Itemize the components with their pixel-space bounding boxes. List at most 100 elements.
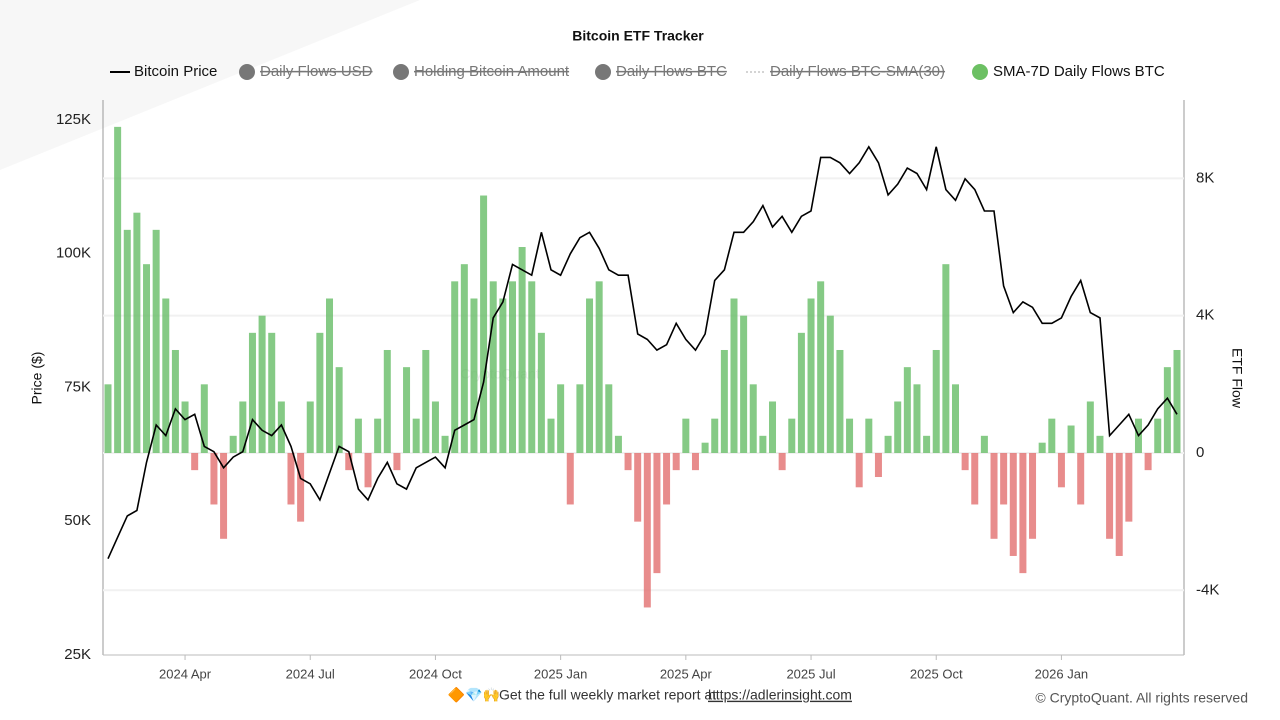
legend-label[interactable]: Daily Flows USD (260, 63, 373, 80)
flow-bar (451, 281, 459, 453)
flow-bar (932, 349, 940, 453)
flow-bar (1125, 452, 1133, 522)
flow-bar (797, 332, 805, 453)
flow-bar (663, 452, 671, 505)
y2-tick-label: 0 (1196, 444, 1204, 461)
flow-bar (1000, 452, 1008, 505)
flow-bar (720, 349, 728, 453)
chart-title: Bitcoin ETF Tracker (572, 28, 704, 44)
x-tick-label: 2025 Jan (534, 666, 588, 681)
flow-bar (316, 332, 324, 453)
flow-bar (672, 452, 680, 471)
flow-bar (268, 332, 276, 453)
flow-bar (961, 452, 969, 471)
flow-bar (740, 315, 748, 453)
flow-bar (335, 367, 343, 453)
flow-bar (229, 435, 237, 453)
flow-bar (114, 126, 122, 453)
legend-marker (595, 64, 611, 80)
flow-bar (297, 452, 305, 522)
y-tick-label: 50K (64, 512, 91, 529)
flow-bar (171, 349, 179, 453)
flow-bar (653, 452, 661, 574)
y-axis-label: Price ($) (29, 352, 45, 405)
flow-bar (749, 384, 757, 453)
footer-link[interactable]: https://adlerinsight.com (708, 687, 852, 703)
flow-bar (826, 315, 834, 453)
flow-bar (133, 212, 141, 453)
y2-tick-label: 8K (1196, 169, 1214, 186)
flow-bar (460, 264, 468, 453)
x-tick-label: 2025 Jul (786, 666, 835, 681)
y-tick-label: 75K (64, 378, 91, 395)
flow-bar (566, 452, 574, 505)
legend-marker (239, 64, 255, 80)
footer-text: Get the full weekly market report at (499, 687, 716, 703)
flow-bar (326, 298, 334, 453)
flow-bar (1096, 435, 1104, 453)
flow-bar (181, 401, 189, 453)
flow-bar (769, 401, 777, 453)
flow-bar (431, 401, 439, 453)
flow-bar (383, 349, 391, 453)
legend-label[interactable]: Bitcoin Price (134, 63, 217, 80)
y-tick-label: 125K (56, 111, 91, 128)
flow-bar (903, 367, 911, 453)
flow-bar (1163, 367, 1171, 453)
flow-bar (191, 452, 199, 471)
flow-bar (701, 442, 709, 453)
flow-bar (499, 298, 507, 453)
flow-bar (1086, 401, 1094, 453)
x-tick-label: 2024 Jul (286, 666, 335, 681)
flow-bar (277, 401, 285, 453)
flow-bar (730, 298, 738, 453)
y-tick-label: 100K (56, 245, 91, 262)
flow-bar (345, 452, 353, 471)
flow-bar (152, 229, 160, 453)
flow-bar (971, 452, 979, 505)
flow-bar (865, 418, 873, 453)
flow-bar (412, 418, 420, 453)
flow-bar (990, 452, 998, 539)
copyright: © CryptoQuant. All rights reserved (1035, 690, 1248, 706)
legend-marker (972, 64, 988, 80)
flow-bar (364, 452, 372, 488)
flow-bar (1019, 452, 1027, 574)
flow-bar (489, 281, 497, 453)
flow-bar (951, 384, 959, 453)
flow-bar (605, 384, 613, 453)
flow-bar (884, 435, 892, 453)
footer-emoji: 🔶💎🙌 (448, 687, 500, 704)
x-tick-label: 2025 Apr (660, 666, 713, 681)
background-shape (0, 0, 420, 170)
flow-bar (634, 452, 642, 522)
legend-label[interactable]: Daily Flows BTC (616, 63, 727, 80)
flow-bar (807, 298, 815, 453)
legend-label[interactable]: SMA-7D Daily Flows BTC (993, 63, 1165, 80)
legend-label[interactable]: Holding Bitcoin Amount (414, 63, 570, 80)
flow-bar (393, 452, 401, 471)
y2-tick-label: -4K (1196, 581, 1219, 598)
x-tick-label: 2024 Oct (409, 666, 462, 681)
flow-bar (1057, 452, 1065, 488)
flow-bar (104, 384, 112, 453)
flow-bar (239, 401, 247, 453)
flow-bar (508, 281, 516, 453)
y2-tick-label: 4K (1196, 307, 1214, 324)
flow-bar (210, 452, 218, 505)
flow-bar (306, 401, 314, 453)
flow-bar (874, 452, 882, 478)
flow-bar (778, 452, 786, 471)
legend-label[interactable]: Daily Flows BTC-SMA(30) (770, 63, 945, 80)
flow-bar (1077, 452, 1085, 505)
flow-bar (470, 298, 478, 453)
y2-axis-label: ETF Flow (1229, 348, 1245, 409)
flow-bar (220, 452, 228, 539)
flow-bar (1115, 452, 1123, 556)
flow-bar (846, 418, 854, 453)
flow-bar (248, 332, 256, 453)
flow-bar (123, 229, 131, 453)
flow-bar (547, 418, 555, 453)
